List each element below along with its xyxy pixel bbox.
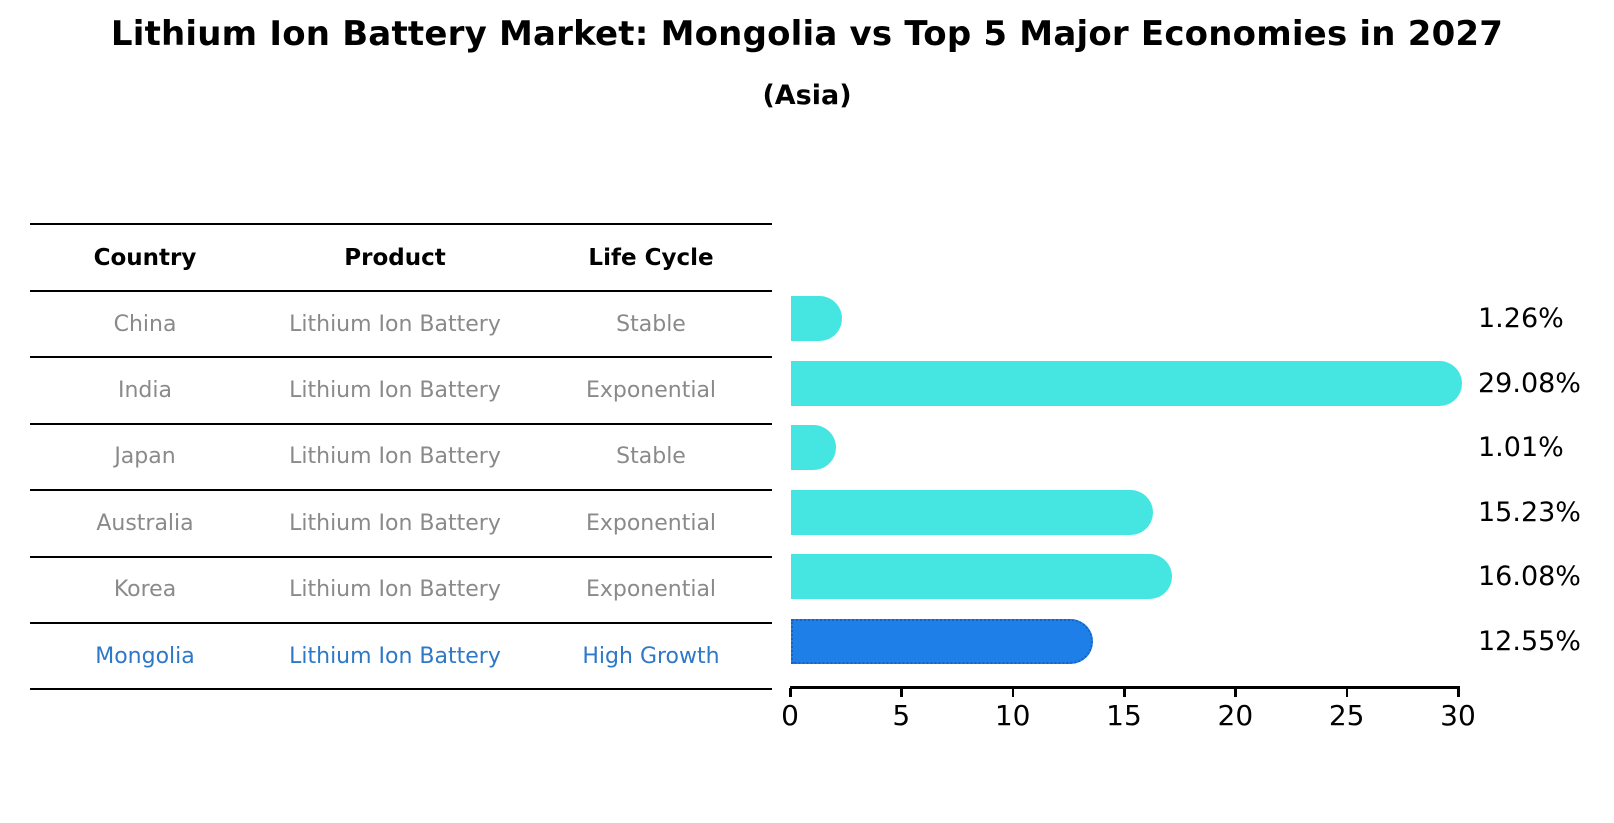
cell-life-cycle: Exponential	[585, 577, 717, 603]
x-tick-label: 20	[1217, 699, 1254, 732]
table-row: Australia Lithium Ion Battery Exponential	[30, 491, 772, 558]
table-row: China Lithium Ion Battery Stable	[30, 292, 772, 359]
table-row: Korea Lithium Ion Battery Exponential	[30, 558, 772, 624]
data-table: Country Product Life Cycle China Lithium …	[30, 223, 772, 691]
bar-value-label: 16.08%	[1478, 561, 1581, 592]
cell-country: Korea	[113, 577, 177, 603]
x-tick-label: 0	[781, 699, 799, 732]
x-tick-label: 10	[994, 699, 1031, 732]
header-country: Country	[93, 244, 197, 271]
bar-value-label: 1.26%	[1478, 303, 1564, 334]
chart-bar-mongolia	[791, 618, 1094, 664]
cell-product: Lithium Ion Battery	[289, 510, 501, 536]
bar-value-label: 1.01%	[1478, 432, 1564, 463]
x-tick	[789, 688, 792, 697]
chart-bar-australia	[791, 489, 1154, 535]
cell-country: Mongolia	[95, 643, 195, 669]
cell-life-cycle: Exponential	[585, 510, 717, 536]
cell-life-cycle: Stable	[616, 311, 686, 337]
chart-bar-korea	[791, 554, 1173, 599]
bar-value-label: 29.08%	[1478, 367, 1581, 399]
table-header-row: Country Product Life Cycle	[30, 225, 772, 292]
cell-life-cycle: Stable	[616, 444, 686, 470]
cell-country: Japan	[114, 444, 176, 470]
cell-country: India	[118, 378, 172, 404]
cell-product: Lithium Ion Battery	[289, 311, 501, 337]
bar-value-label: 15.23%	[1478, 496, 1581, 528]
table-row: India Lithium Ion Battery Exponential	[30, 358, 772, 425]
header-life-cycle: Life Cycle	[588, 244, 714, 271]
x-tick	[1345, 688, 1349, 697]
x-tick	[900, 688, 903, 697]
chart-bar-china	[791, 296, 843, 341]
cell-country: Australia	[96, 510, 194, 536]
cell-product: Lithium Ion Battery	[289, 378, 501, 404]
cell-product: Lithium Ion Battery	[289, 444, 501, 470]
x-tick	[1457, 688, 1460, 697]
chart-bar-india	[791, 360, 1462, 406]
chart-title: Lithium Ion Battery Market: Mongolia vs …	[110, 14, 1504, 54]
table-row: Japan Lithium Ion Battery Stable	[30, 425, 772, 492]
x-axis-line	[790, 686, 1460, 689]
cell-product: Lithium Ion Battery	[289, 577, 501, 603]
bar-value-label: 12.55%	[1478, 625, 1581, 657]
x-tick-label: 25	[1328, 699, 1365, 732]
cell-life-cycle: High Growth	[582, 643, 720, 669]
cell-country: China	[113, 311, 177, 337]
x-tick	[1234, 688, 1237, 697]
x-tick	[1123, 688, 1126, 697]
header-product: Product	[344, 244, 446, 271]
chart-subtitle: (Asia)	[762, 80, 852, 111]
x-tick-label: 5	[892, 699, 911, 732]
chart-bar-japan	[791, 425, 837, 470]
x-tick-label: 30	[1440, 699, 1476, 732]
cell-product: Lithium Ion Battery	[289, 643, 501, 669]
cell-life-cycle: Exponential	[585, 378, 717, 404]
x-tick	[1011, 688, 1015, 697]
table-row: Mongolia Lithium Ion Battery High Growth	[30, 624, 772, 691]
x-tick-label: 15	[1106, 699, 1142, 732]
